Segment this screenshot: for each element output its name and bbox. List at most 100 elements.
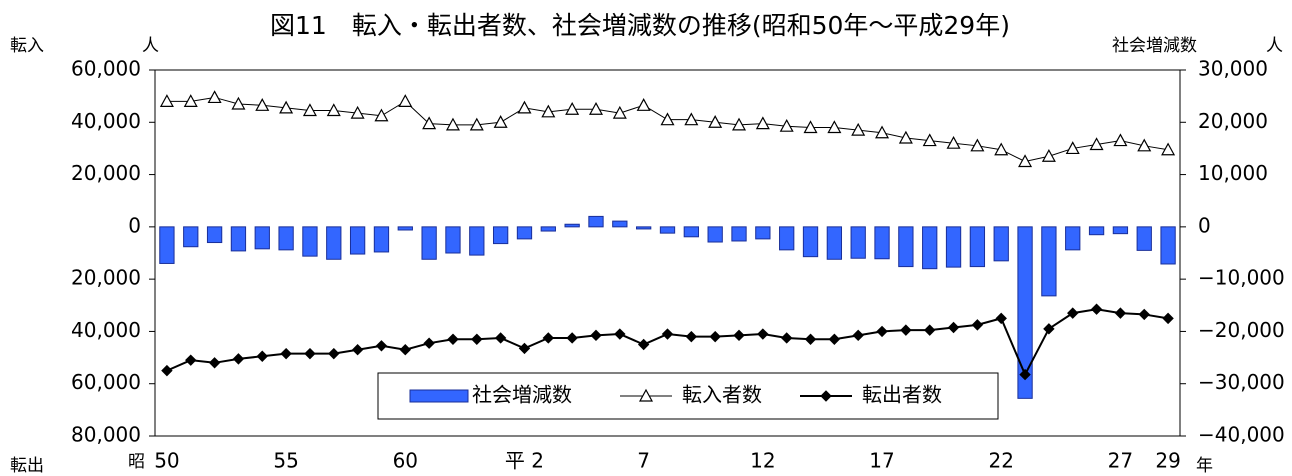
bar <box>1160 226 1176 265</box>
point <box>231 96 246 110</box>
bar <box>1065 226 1081 251</box>
point <box>1162 312 1174 325</box>
point <box>660 112 675 126</box>
x-axis-prefix: 昭 <box>128 452 145 472</box>
y2-tick-label: 0 <box>1198 213 1211 237</box>
y2-tick-label: −30,000 <box>1198 370 1285 394</box>
x-tick-label: 60 <box>393 449 418 473</box>
point <box>1067 307 1079 319</box>
y-tick-label: 40,000 <box>71 318 141 342</box>
bar <box>588 215 604 228</box>
x-tick-label: 平 2 <box>505 449 544 473</box>
point <box>661 328 674 340</box>
bar <box>779 226 795 251</box>
point <box>1089 137 1104 151</box>
point <box>183 94 198 107</box>
point <box>185 354 197 366</box>
point <box>350 105 365 119</box>
bar <box>206 226 223 244</box>
point <box>852 329 864 342</box>
x-tick-label: 55 <box>273 449 298 473</box>
bar <box>278 226 294 251</box>
point <box>542 332 555 344</box>
y-axis-label: 転入 <box>10 36 44 56</box>
y-tick-label: 60,000 <box>71 370 141 394</box>
legend-label: 転入者数 <box>682 383 762 407</box>
point <box>159 94 174 107</box>
point <box>1138 308 1150 321</box>
bar <box>1112 226 1129 235</box>
point <box>708 115 723 128</box>
y2-tick-label: −10,000 <box>1198 266 1285 290</box>
bar <box>230 226 247 252</box>
point <box>828 333 841 345</box>
y-axis-unit: 人 <box>142 36 159 56</box>
point <box>1113 133 1128 147</box>
point <box>1161 142 1176 156</box>
point <box>326 103 341 117</box>
bar <box>326 226 342 260</box>
y2-axis-unit: 人 <box>1266 36 1283 56</box>
point <box>636 98 651 111</box>
x-tick-label: 29 <box>1155 449 1180 473</box>
plot-frame <box>154 69 1181 437</box>
point <box>302 103 317 117</box>
point <box>399 344 411 356</box>
x-axis-suffix: 年 <box>1196 456 1213 476</box>
bar <box>421 226 437 260</box>
x-tick-label: 12 <box>750 449 775 473</box>
x-tick-label: 50 <box>154 449 179 473</box>
x-tick-label: 17 <box>869 449 894 473</box>
point <box>279 100 294 114</box>
point <box>518 342 531 355</box>
point <box>208 357 221 369</box>
bar <box>516 226 533 240</box>
point <box>232 353 245 365</box>
bar <box>1017 226 1033 399</box>
point <box>685 330 698 343</box>
bar <box>659 226 676 234</box>
point <box>898 130 913 144</box>
point <box>803 120 818 134</box>
y2-tick-label: 30,000 <box>1198 57 1268 81</box>
point <box>1041 149 1056 162</box>
point <box>709 330 721 343</box>
point <box>1090 303 1103 315</box>
point <box>1114 307 1127 319</box>
bar <box>969 226 986 268</box>
point <box>637 338 650 351</box>
bar <box>922 226 938 270</box>
point <box>469 117 484 131</box>
bar <box>564 223 580 228</box>
bar <box>731 226 747 242</box>
chart-title: 図11 転入・転出者数、社会増減数の推移(昭和50年～平成29年) <box>270 11 1010 40</box>
point <box>614 328 626 340</box>
point <box>780 332 793 344</box>
legend <box>377 372 999 420</box>
point <box>995 312 1007 325</box>
bar <box>183 226 199 248</box>
point <box>875 125 890 139</box>
y-tick-label: 60,000 <box>71 57 141 81</box>
point <box>779 118 794 132</box>
legend-label: 転出者数 <box>862 383 942 407</box>
point <box>304 347 316 360</box>
point <box>280 347 292 360</box>
bar <box>1041 226 1057 297</box>
y-tick-label: 20,000 <box>71 266 141 290</box>
point <box>946 135 961 149</box>
point <box>256 350 268 362</box>
point <box>255 98 270 111</box>
point <box>684 112 699 126</box>
bar <box>469 226 485 256</box>
point <box>900 324 912 336</box>
point <box>1019 368 1031 381</box>
point <box>447 333 459 345</box>
point <box>565 101 580 115</box>
bar <box>1136 226 1152 251</box>
bar <box>636 226 652 230</box>
bar <box>755 226 771 240</box>
y-axis-label-bottom: 転出 <box>10 456 44 476</box>
point <box>820 390 832 402</box>
